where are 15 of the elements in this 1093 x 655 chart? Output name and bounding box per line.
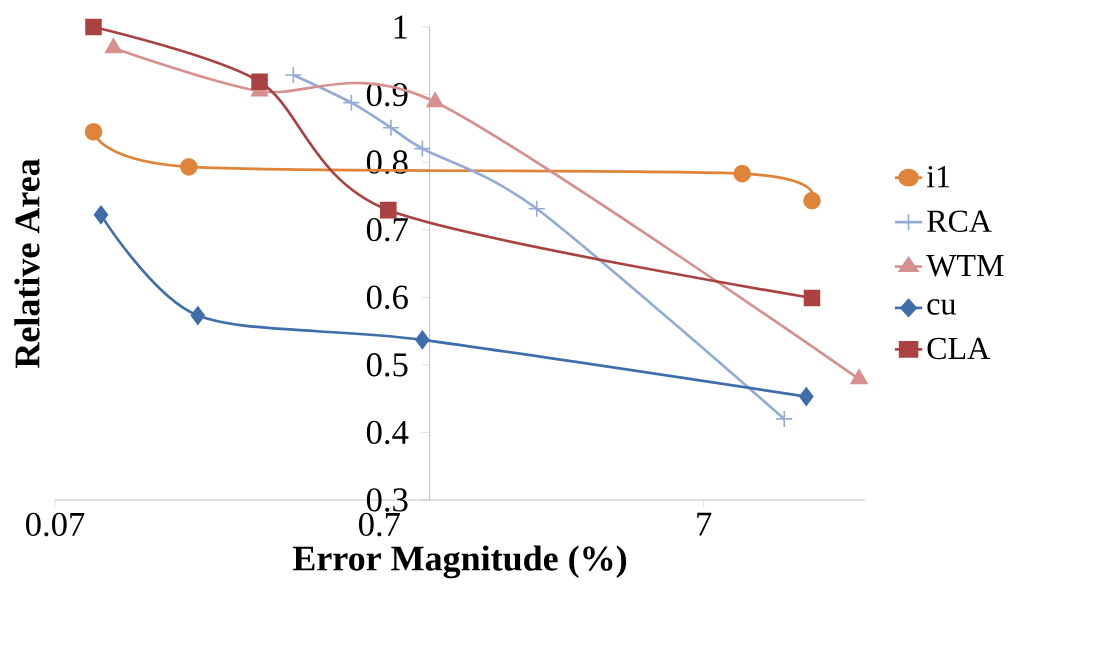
y-tick-label: 0.6 [366, 285, 408, 310]
legend-label: RCA [927, 210, 992, 233]
y-tick-label: 0.4 [366, 420, 409, 445]
y-tick-label: 0.3 [366, 488, 408, 512]
y-tick-label: 1 [394, 15, 407, 39]
legend-label: i1 [926, 166, 950, 188]
x-tick-label: 0.07 [25, 512, 85, 537]
y-tick-label: 0.5 [366, 353, 408, 377]
x-tick-label: 7 [697, 512, 712, 536]
legend-label: cu [927, 299, 956, 315]
x-axis-title: Error Magnitude (%) [292, 545, 627, 579]
y-tick-label: 0.7 [366, 217, 408, 242]
y-axis-title: Relative Area [14, 158, 40, 369]
legend-label: WTM [926, 255, 1004, 277]
legend-label: CLA [927, 337, 990, 360]
